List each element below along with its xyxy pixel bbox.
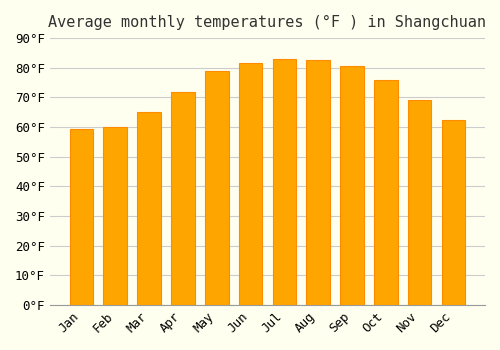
Title: Average monthly temperatures (°F ) in Shangchuan: Average monthly temperatures (°F ) in Sh… <box>48 15 486 30</box>
Bar <box>104 127 127 305</box>
Bar <box>442 120 465 305</box>
Bar <box>205 71 229 305</box>
Bar <box>306 60 330 305</box>
Bar <box>340 66 364 305</box>
Bar <box>238 63 262 305</box>
Bar <box>171 91 194 305</box>
Bar <box>138 112 161 305</box>
Bar <box>272 59 296 305</box>
Bar <box>70 128 94 305</box>
Bar <box>408 100 432 305</box>
Bar <box>374 80 398 305</box>
